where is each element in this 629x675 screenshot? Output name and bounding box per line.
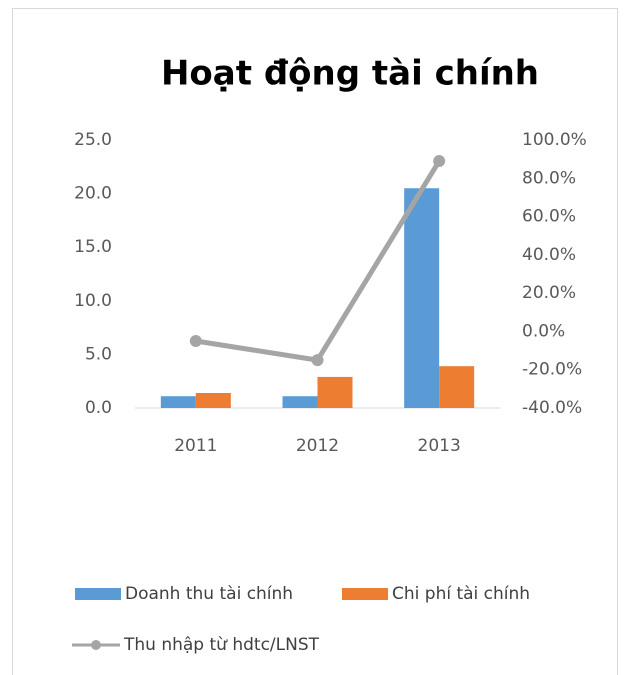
- bar: [404, 188, 440, 408]
- y2-tick-label: 40.0%: [522, 245, 576, 265]
- legend-label: Doanh thu tài chính: [125, 584, 293, 604]
- legend-swatch: [342, 588, 388, 600]
- y-tick-label: 0.0: [85, 398, 112, 418]
- legend-label: Thu nhập từ hdtc/LNST: [123, 635, 320, 655]
- y-tick-label: 5.0: [85, 344, 112, 364]
- x-tick-label: 2013: [418, 436, 461, 456]
- y2-tick-label: 20.0%: [522, 283, 576, 303]
- chart-title: Hoạt động tài chính: [161, 54, 539, 94]
- y2-tick-label: 80.0%: [522, 168, 576, 188]
- bar: [160, 396, 196, 408]
- y-tick-label: 25.0: [74, 130, 112, 150]
- bar: [195, 392, 231, 408]
- line-marker: [433, 155, 446, 168]
- legend-label: Chi phí tài chính: [392, 584, 530, 604]
- y2-tick-label: 60.0%: [522, 207, 576, 227]
- line-marker: [189, 335, 202, 347]
- legend-marker: [91, 640, 101, 650]
- y2-tick-label: 0.0%: [522, 321, 565, 341]
- bar: [317, 376, 353, 408]
- x-tick-label: 2011: [174, 436, 217, 456]
- line-marker: [311, 354, 324, 367]
- y-tick-label: 20.0: [74, 184, 112, 204]
- chart-border: [12, 8, 618, 675]
- bar: [282, 396, 318, 408]
- y-tick-label: 10.0: [74, 291, 112, 311]
- y-tick-label: 15.0: [74, 237, 112, 257]
- y2-tick-label: -20.0%: [522, 360, 582, 380]
- y2-tick-label: -40.0%: [522, 398, 582, 418]
- x-tick-label: 2012: [296, 436, 339, 456]
- legend-swatch: [75, 588, 121, 600]
- bar: [439, 366, 475, 408]
- y2-tick-label: 100.0%: [522, 130, 587, 150]
